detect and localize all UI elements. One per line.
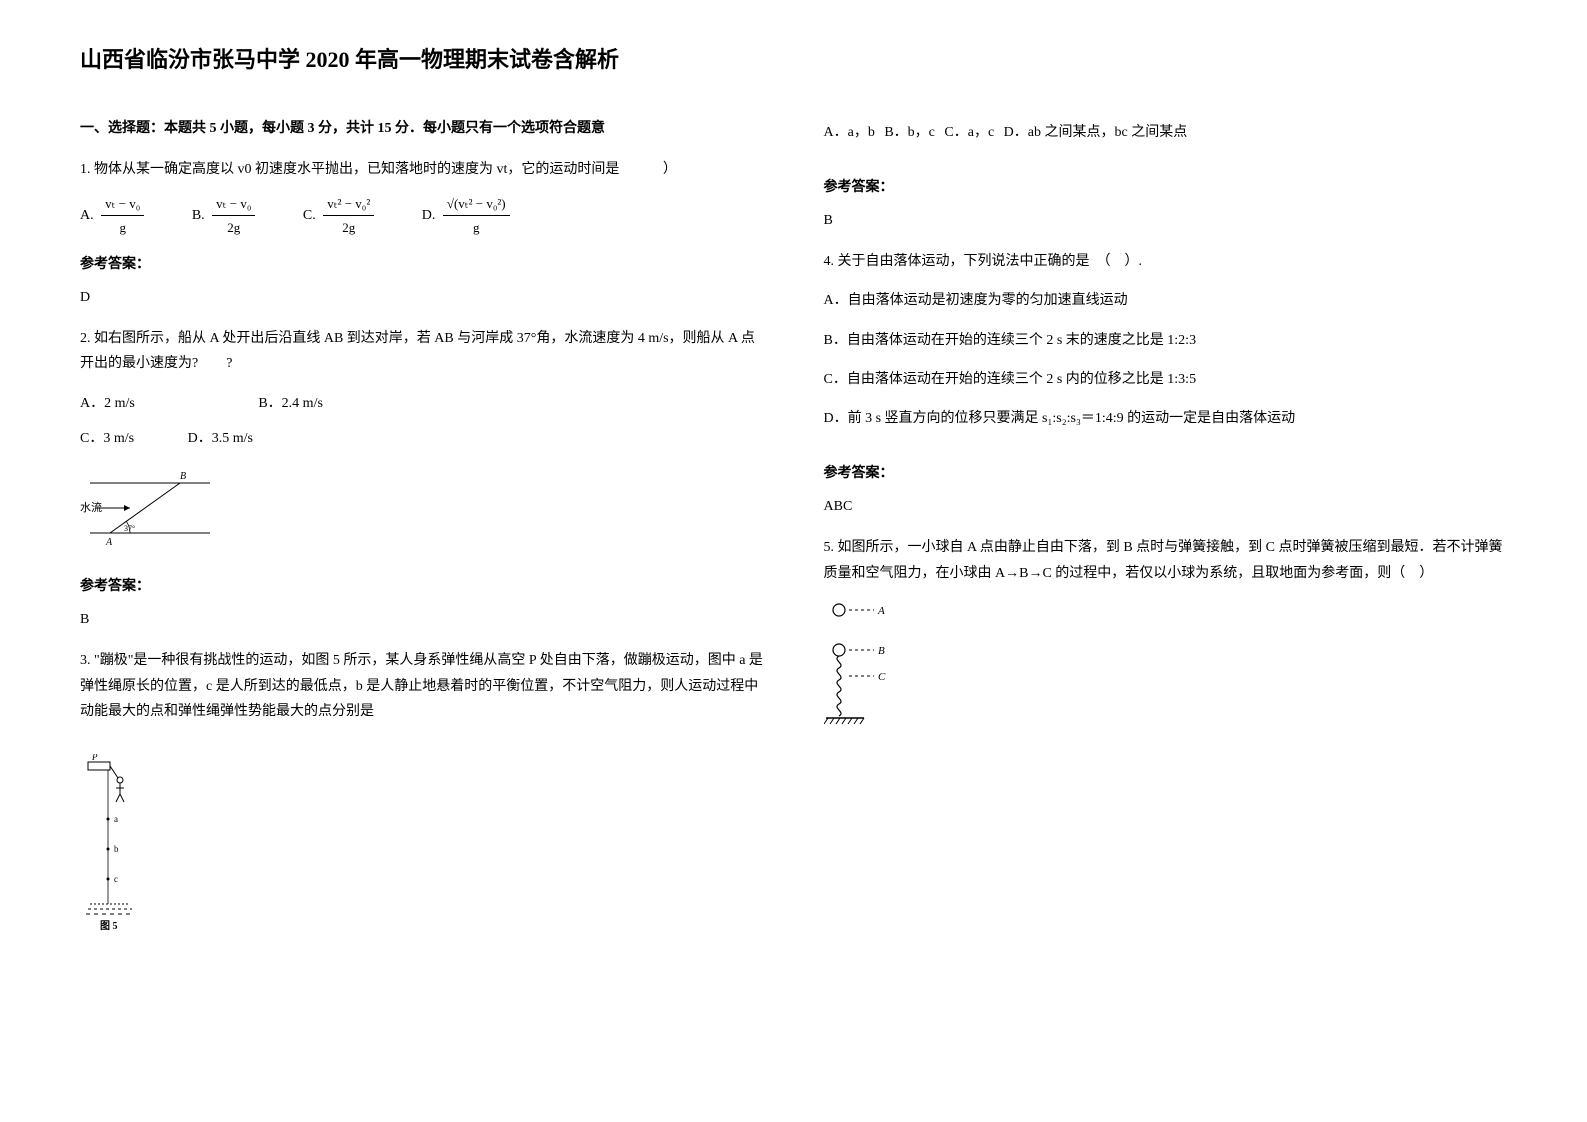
q1-stem: 1. 物体从某一确定高度以 v0 初速度水平抛出，已知落地时的速度为 vt，它的… [80,162,619,177]
diagram-label-water: 水流 [80,500,102,514]
question-2: 2. 如右图所示，船从 A 处开出后沿直线 AB 到达对岸，若 AB 与河岸成 … [80,326,764,632]
q1-option-a: A. vₜ − v₀g [80,192,148,240]
page-title: 山西省临汾市张马中学 2020 年高一物理期末试卷含解析 [80,40,1507,80]
svg-text:图 5: 图 5 [100,920,118,932]
diagram-label-b: B [180,471,186,482]
q3-diagram: P a b c 图 5 [80,754,764,943]
q4-stem: 4. 关于自由落体运动，下列说法中正确的是 （ ）. [824,249,1508,274]
q4-option-a: A．自由落体运动是初速度为零的匀加速直线运动 [824,288,1508,313]
svg-text:b: b [114,844,119,854]
diagram-label-a: A [105,537,113,548]
q1-paren: ） [663,162,677,177]
q4-option-d: D．前 3 s 竖直方向的位移只要满足 s₁:s₂:s₃＝1:4:9 的运动一定… [824,406,1508,431]
svg-text:a: a [114,814,118,824]
q3-option-d: D．ab 之间某点，bc 之间某点 [1004,125,1188,140]
q3-stem: 3. "蹦极"是一种很有挑战性的运动，如图 5 所示，某人身系弹性绳从高空 P … [80,648,764,724]
svg-text:P: P [91,754,98,762]
q1-option-d: D. √(vₜ² − v₀²)g [422,192,514,240]
q1-option-b: B. vₜ − v₀2g [192,192,260,240]
q2-option-b: B．2.4 m/s [258,391,323,416]
svg-text:C: C [878,671,886,683]
q1-answer: D [80,285,764,310]
q3-answer: B [824,208,1508,233]
q4-option-c: C．自由落体运动在开始的连续三个 2 s 内的位移之比是 1:3:5 [824,367,1508,392]
q3-option-b: B．b，c [884,125,935,140]
q3-option-c: C．a，c [944,125,994,140]
q2-option-d: D．3.5 m/s [188,426,253,451]
q5-diagram: A B C [824,598,1508,747]
svg-text:A: A [877,605,885,617]
question-5: 5. 如图所示，一小球自 A 点由静止自由下落，到 B 点时与弹簧接触，到 C … [824,535,1508,747]
q2-diagram: B A 水流 37° [80,463,764,562]
question-3-continued: A．a，b B．b，c C．a，c D．ab 之间某点，bc 之间某点 参考答案… [824,120,1508,234]
section-header: 一、选择题：本题共 5 小题，每小题 3 分，共计 15 分．每小题只有一个选项… [80,116,764,141]
q5-stem: 5. 如图所示，一小球自 A 点由静止自由下落，到 B 点时与弹簧接触，到 C … [824,535,1508,585]
svg-text:c: c [114,874,118,884]
q3-answer-label: 参考答案： [824,175,1508,200]
q4-answer-label: 参考答案： [824,461,1508,486]
q1-option-c: C. vₜ² − v₀²2g [303,192,378,240]
q2-option-a: A．2 m/s [80,391,135,416]
q3-option-a: A．a，b [824,125,875,140]
q2-answer: B [80,607,764,632]
question-1: 1. 物体从某一确定高度以 v0 初速度水平抛出，已知落地时的速度为 vt，它的… [80,157,764,310]
q2-answer-label: 参考答案： [80,574,764,599]
question-4: 4. 关于自由落体运动，下列说法中正确的是 （ ）. A．自由落体运动是初速度为… [824,249,1508,519]
question-3: 3. "蹦极"是一种很有挑战性的运动，如图 5 所示，某人身系弹性绳从高空 P … [80,648,764,943]
q2-option-c: C．3 m/s [80,426,134,451]
q4-answer: ABC [824,494,1508,519]
q1-answer-label: 参考答案： [80,252,764,277]
right-column: A．a，b B．b，c C．a，c D．ab 之间某点，bc 之间某点 参考答案… [824,100,1508,960]
q4-option-b: B．自由落体运动在开始的连续三个 2 s 末的速度之比是 1:2:3 [824,328,1508,353]
diagram-label-angle: 37° [124,524,135,533]
q2-stem: 2. 如右图所示，船从 A 处开出后沿直线 AB 到达对岸，若 AB 与河岸成 … [80,326,764,376]
left-column: 一、选择题：本题共 5 小题，每小题 3 分，共计 15 分．每小题只有一个选项… [80,100,764,960]
svg-text:B: B [878,645,885,657]
